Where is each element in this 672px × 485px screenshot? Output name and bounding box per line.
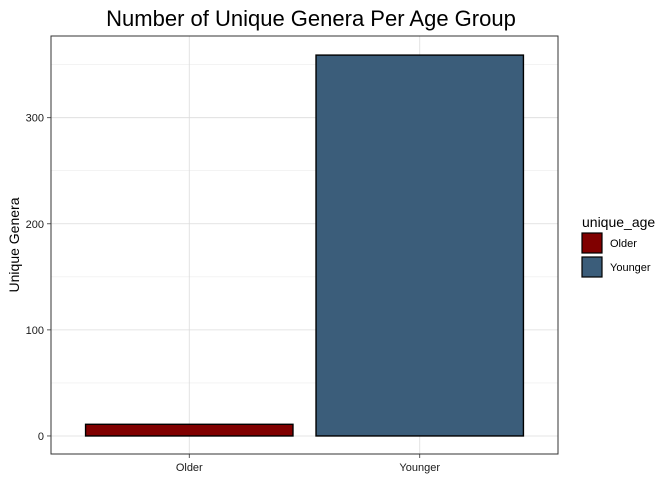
y-axis-label: Unique Genera (6, 197, 22, 292)
bar-older (84, 423, 294, 437)
legend-label-younger: Younger (610, 262, 651, 274)
legend-key-older (581, 232, 603, 254)
x-axis-ticks: Older Younger (176, 454, 440, 474)
bars (84, 54, 525, 437)
legend-title: unique_age (582, 214, 655, 230)
bar-younger (315, 54, 525, 437)
y-axis-ticks: 0 100 200 300 (26, 113, 51, 443)
y-tick-label: 300 (26, 113, 44, 125)
plot-border (50, 35, 559, 455)
chart-title: Number of Unique Genera Per Age Group (106, 6, 516, 31)
legend: unique_age Older Younger (581, 214, 655, 278)
legend-key-younger (581, 256, 603, 278)
y-tick-label: 100 (26, 325, 44, 337)
legend-label-older: Older (610, 238, 637, 250)
y-tick-label: 200 (26, 219, 44, 231)
x-tick-label: Older (176, 462, 203, 474)
y-tick-label: 0 (38, 431, 44, 443)
x-tick-label: Younger (399, 462, 440, 474)
